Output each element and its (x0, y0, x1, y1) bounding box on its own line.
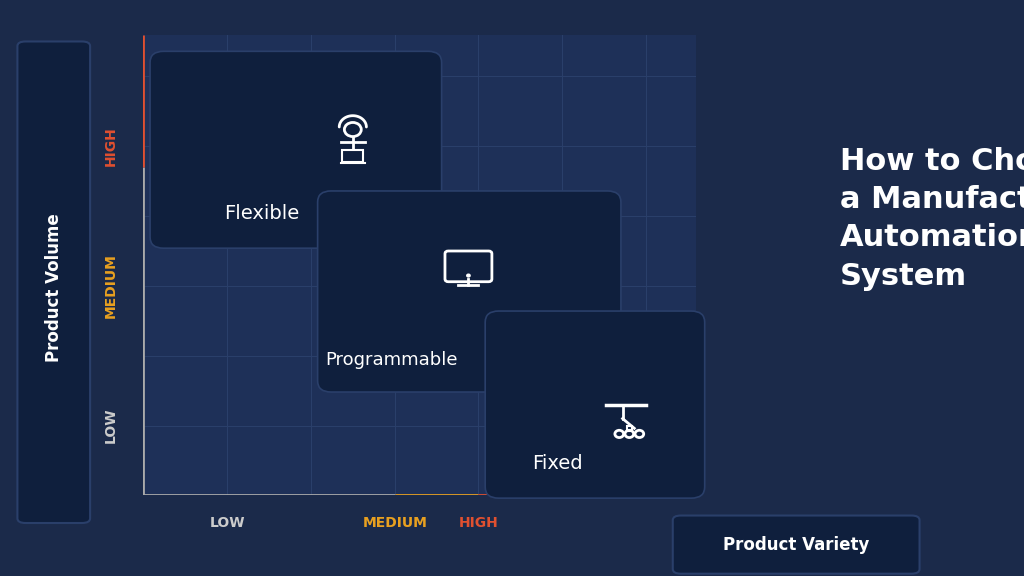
Text: HIGH: HIGH (104, 126, 118, 166)
Text: Flexible: Flexible (224, 204, 299, 223)
Text: MEDIUM: MEDIUM (104, 253, 118, 319)
FancyBboxPatch shape (151, 51, 441, 248)
Text: Fixed: Fixed (532, 454, 583, 473)
Text: Programmable: Programmable (325, 351, 458, 369)
Text: LOW: LOW (104, 408, 118, 444)
Text: Product Volume: Product Volume (45, 214, 63, 362)
Text: Product Variety: Product Variety (724, 536, 869, 554)
Text: How to Choose
a Manufacturing
Automation
System: How to Choose a Manufacturing Automation… (840, 147, 1024, 291)
FancyBboxPatch shape (485, 311, 705, 498)
Circle shape (467, 274, 470, 277)
Text: LOW: LOW (209, 516, 245, 530)
FancyBboxPatch shape (317, 191, 621, 392)
Text: HIGH: HIGH (459, 516, 499, 530)
Text: MEDIUM: MEDIUM (362, 516, 427, 530)
